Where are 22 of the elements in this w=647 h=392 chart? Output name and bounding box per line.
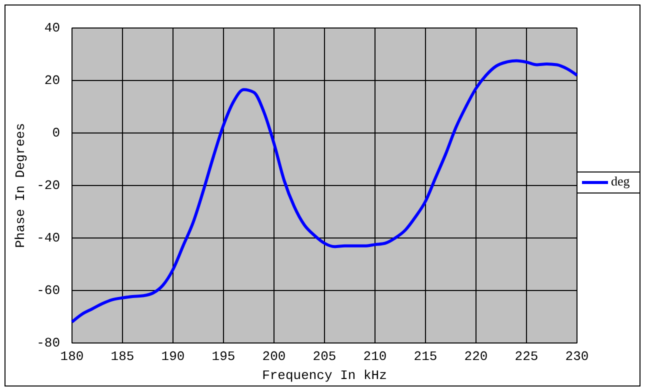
y-tick-label: -40 — [36, 230, 60, 246]
x-tick-label: 200 — [262, 349, 286, 364]
x-tick-label: 225 — [514, 349, 538, 364]
line-series — [70, 59, 578, 324]
y-tick-label: 20 — [44, 72, 60, 88]
x-tick-label: 195 — [212, 349, 236, 364]
x-tick-label: 220 — [464, 349, 488, 364]
y-tick-label: -20 — [36, 178, 60, 193]
x-tick-label: 180 — [60, 349, 84, 364]
y-tick-label: -80 — [36, 335, 60, 350]
x-tick-label: 230 — [565, 349, 589, 364]
y-tick-label: -60 — [36, 282, 60, 298]
x-tick-label: 185 — [110, 349, 134, 364]
x-tick-label: 190 — [161, 349, 185, 364]
legend-label: deg — [611, 173, 630, 188]
x-axis-title: Frequency In kHz — [262, 368, 387, 383]
y-tick-label: 0 — [52, 125, 60, 140]
y-axis-title: Phase In Degrees — [13, 123, 28, 248]
x-tick-label: 205 — [312, 349, 336, 364]
y-tick-label: 40 — [44, 20, 60, 36]
x-tick-label: 210 — [363, 349, 387, 364]
x-tick-label: 215 — [414, 349, 438, 364]
